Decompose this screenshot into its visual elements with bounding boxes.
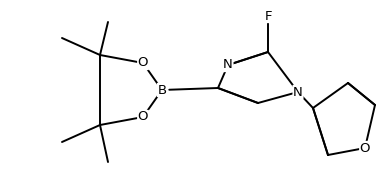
Text: N: N: [293, 86, 303, 99]
Text: O: O: [138, 56, 148, 69]
Text: N: N: [223, 59, 233, 72]
Text: O: O: [138, 111, 148, 124]
Text: B: B: [157, 83, 167, 96]
Text: F: F: [264, 10, 272, 23]
Text: O: O: [360, 141, 370, 154]
